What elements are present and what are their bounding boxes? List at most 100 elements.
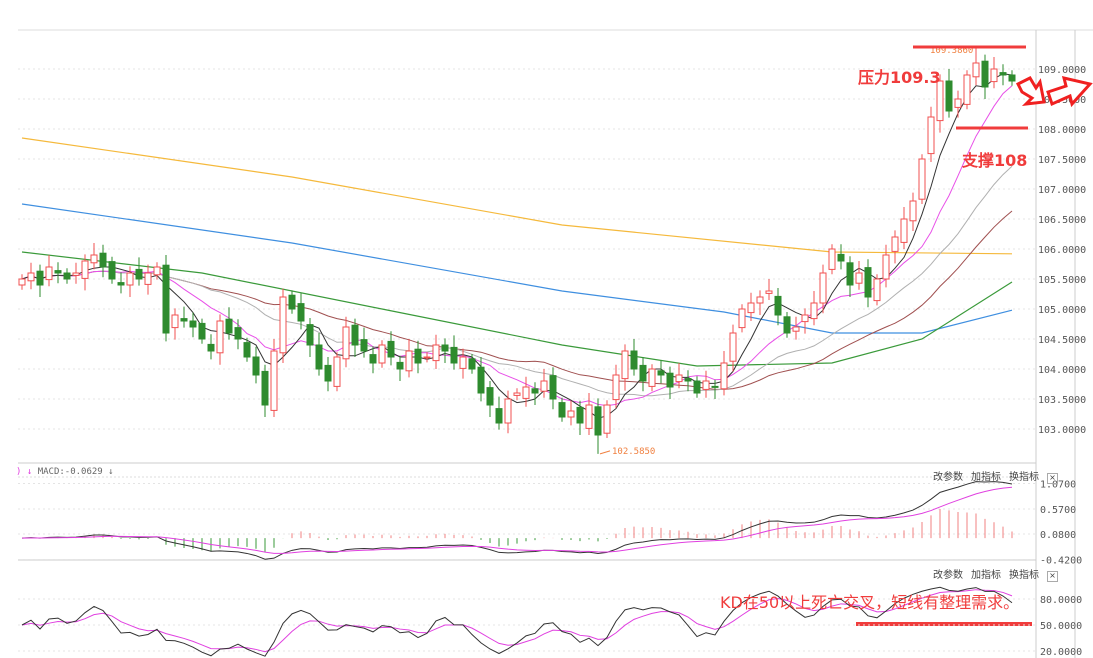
candle [378,340,386,368]
ma30-line [21,210,1013,390]
candle [171,308,179,340]
candle [720,351,728,396]
candle-body [369,354,377,364]
candle [216,314,224,365]
candle [900,207,908,249]
candle [342,316,350,368]
candle-body [675,374,683,383]
candle [828,244,836,275]
candle-body [378,344,386,364]
candle [612,364,620,408]
swap-indicator-button[interactable]: 换指标 [1009,472,1039,483]
macd-tick-label: 1.0700 [1040,480,1076,491]
ma-yellow-line [21,137,1013,255]
candle [117,272,125,294]
candle [153,262,161,280]
close-icon[interactable]: × [1047,473,1058,484]
swap-indicator-button[interactable]: 换指标 [1009,570,1039,581]
candle [162,255,170,342]
candle [405,339,413,378]
candle-body [45,266,53,281]
candle [45,255,53,287]
candle [468,354,476,374]
candle-body [918,158,926,200]
candle-body [279,296,287,354]
candle [108,256,116,284]
candle-body [648,368,656,387]
candle-body [693,380,701,394]
price-tick-label: 105.5000 [1038,275,1086,286]
candle-body [63,272,71,280]
candle [189,312,197,338]
candle-body [819,272,827,304]
candle-body [441,344,449,352]
candle [882,244,890,288]
candle-body [990,68,998,83]
candle [639,357,647,392]
candle [648,364,656,392]
arrow-right-icon [1046,75,1093,108]
candle-body [522,386,530,399]
candle [297,293,305,330]
macd-tick-label: 0.0800 [1040,530,1076,541]
candle [891,230,899,264]
candle-body [603,404,611,434]
candle-body [873,278,881,302]
candle [90,243,98,270]
candle-body [621,350,629,380]
candle-body [324,364,332,382]
kd-annotation: KD在50以上死亡交叉，短线有整理需求。 [720,593,1020,612]
candle-body [54,270,62,274]
candle-body [666,372,674,388]
candle [972,45,980,86]
candle-body [513,392,521,396]
candle [261,364,269,417]
price-tick-label: 106.0000 [1038,245,1086,256]
high-price-label: 109.3860 [930,46,973,56]
candle [63,268,71,284]
ma-blue-line [21,203,1013,334]
candle [801,308,809,334]
candle-body [594,406,602,436]
candle-body [657,370,665,376]
kd-k-line [21,586,1013,657]
candle [783,312,791,338]
add-indicator-button[interactable]: 加指标 [971,570,1001,581]
candle-body [792,326,800,332]
candle-body [261,370,269,406]
macd-toolbar: 改参数 加指标 换指标 × [925,468,1058,484]
kd-toolbar: 改参数 加指标 换指标 × [925,566,1058,582]
candle [144,264,152,295]
candle [387,331,395,366]
candle-body [459,356,467,369]
candle [621,344,629,391]
candle-body [342,326,350,360]
macd-dea-line [21,486,1013,554]
candle [315,333,323,376]
candle [954,90,962,118]
candle-body [963,74,971,105]
candle [855,261,863,290]
candle [414,340,422,374]
candle-body [18,278,26,286]
candle-body [207,343,215,352]
edit-params-button[interactable]: 改参数 [933,570,963,581]
macd-tick-label: -0.4200 [1040,556,1082,567]
candle-body [747,302,755,314]
candle [927,106,935,162]
candle [81,254,89,291]
edit-params-button[interactable]: 改参数 [933,472,963,483]
candle [234,319,242,350]
candle [837,244,845,270]
candle-body [639,364,647,382]
candle-body [855,272,863,284]
candle [99,244,107,278]
candle-body [567,410,575,418]
candle-body [288,294,296,310]
arrow-down-icon: ) ↓ [16,467,38,477]
add-indicator-button[interactable]: 加指标 [971,472,1001,483]
price-tick-label: 109.0000 [1038,65,1086,76]
candle-body [981,60,989,88]
close-icon[interactable]: × [1047,571,1058,582]
